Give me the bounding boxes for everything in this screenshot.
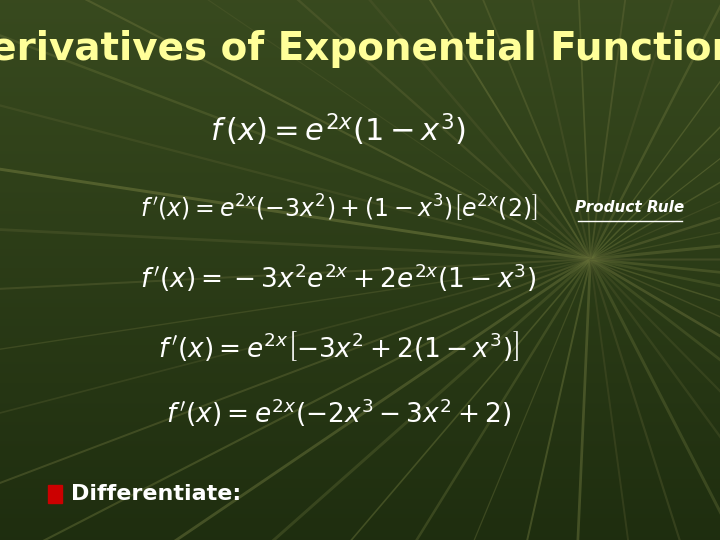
Text: $f\,'(x)=e^{2x}\left(-2x^{3}-3x^{2}+2\right)$: $f\,'(x)=e^{2x}\left(-2x^{3}-3x^{2}+2\ri…: [166, 397, 511, 429]
FancyBboxPatch shape: [48, 485, 62, 503]
Text: Derivatives of Exponential Functions: Derivatives of Exponential Functions: [0, 30, 720, 68]
Text: $f\,'(x)=-3x^{2}e^{2x}+2e^{2x}\left(1-x^{3}\right)$: $f\,'(x)=-3x^{2}e^{2x}+2e^{2x}\left(1-x^…: [140, 262, 536, 294]
Text: $f\,'(x)=e^{2x}\left(-3x^{2}\right)+\left(1-x^{3}\right)\left[e^{2x}(2)\right]$: $f\,'(x)=e^{2x}\left(-3x^{2}\right)+\lef…: [140, 192, 537, 224]
Text: Product Rule: Product Rule: [575, 200, 685, 215]
Text: Differentiate:: Differentiate:: [71, 484, 240, 504]
Text: $f\,(x)=e^{2x}\left(1-x^{3}\right)$: $f\,(x)=e^{2x}\left(1-x^{3}\right)$: [210, 111, 467, 148]
Text: $f\,'(x)=e^{2x}\left[-3x^{2}+2(1-x^{3})\right]$: $f\,'(x)=e^{2x}\left[-3x^{2}+2(1-x^{3})\…: [158, 329, 519, 362]
